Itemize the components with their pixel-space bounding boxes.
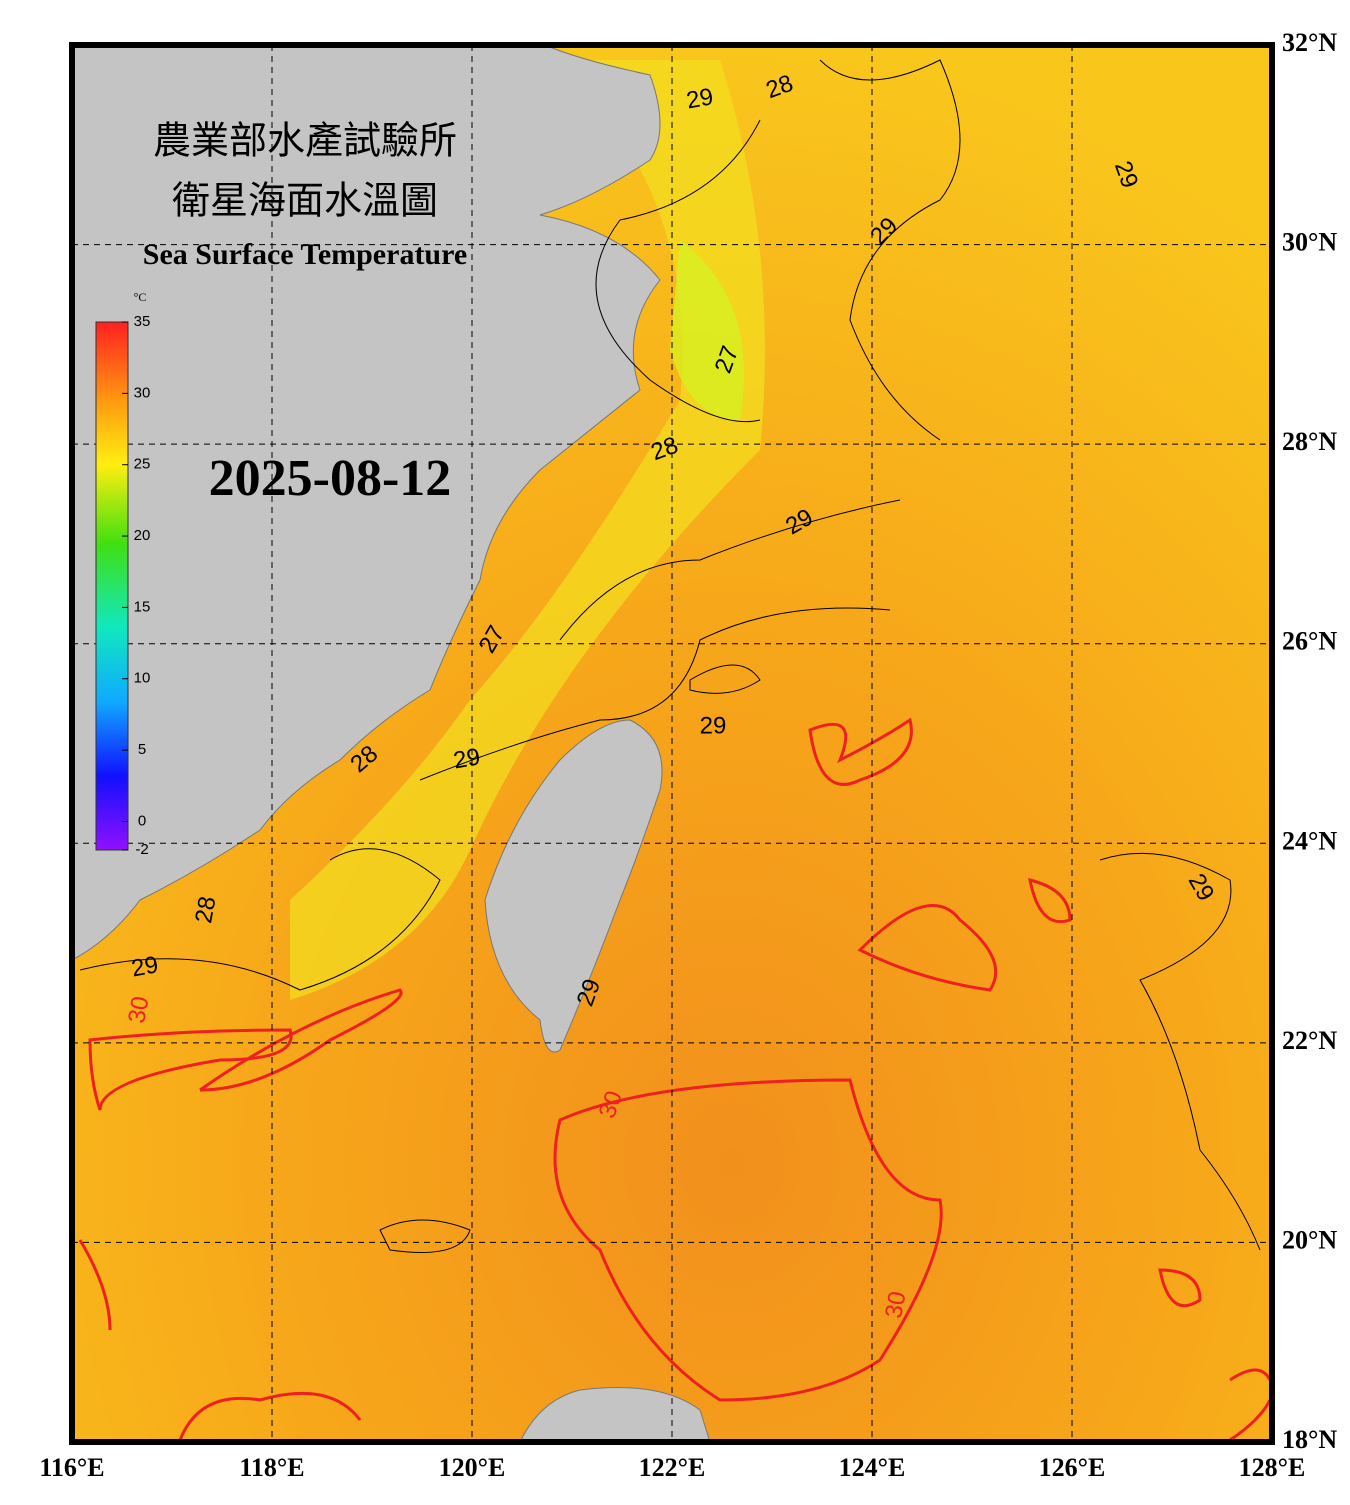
lat-label: 22°N: [1282, 1026, 1337, 1055]
lat-label: 26°N: [1282, 627, 1337, 656]
lon-label: 120°E: [439, 1453, 506, 1482]
colorbar-tick-label: 5: [138, 741, 146, 758]
lat-label: 20°N: [1282, 1225, 1337, 1254]
lon-label: 128°E: [1239, 1453, 1306, 1482]
colorbar-tick-label: 30: [134, 384, 151, 401]
contours-30: [78, 717, 1272, 1442]
colorbar-tick-label: 0: [138, 812, 146, 829]
lat-label: 30°N: [1282, 228, 1337, 257]
land-china: [71, 44, 661, 961]
colorbar-tick-label: 35: [134, 313, 151, 330]
contour-label: 29: [700, 712, 727, 739]
date: 2025-08-12: [209, 450, 452, 507]
contour-label: 29: [451, 743, 482, 774]
lon-label: 126°E: [1039, 1453, 1106, 1482]
contour-label: 29: [129, 951, 160, 982]
lat-label: 24°N: [1282, 826, 1337, 855]
title-en: Sea Surface Temperature: [143, 238, 467, 271]
colorbar-tick-label: 15: [134, 598, 151, 615]
title-zh: 衛星海面水溫圖: [172, 181, 438, 223]
colorbar: [95, 321, 129, 851]
lon-label: 124°E: [839, 1453, 906, 1482]
colorbar-ticks: 35 30 25 20 15 10 5 0 -2: [122, 313, 150, 858]
contours-black: [79, 59, 1261, 1253]
colorbar-tick-label: 10: [134, 670, 151, 687]
colorbar-tick-label: -2: [135, 841, 148, 858]
lat-label: 32°N: [1282, 28, 1337, 57]
land-luzon: [519, 1387, 711, 1443]
contour-label: 30: [123, 994, 154, 1025]
contour-label: 30: [880, 1289, 911, 1320]
contour-label: 29: [684, 83, 715, 114]
lat-label: 18°N: [1282, 1425, 1337, 1454]
lon-label: 122°E: [639, 1453, 706, 1482]
contour-label: 28: [190, 894, 221, 925]
lon-label: 118°E: [239, 1453, 304, 1482]
colorbar-unit: °C: [134, 290, 147, 304]
cool-water: [290, 60, 765, 1000]
colorbar-tick-label: 25: [134, 456, 151, 473]
map-frame: [69, 42, 1275, 1445]
cool-water: [670, 240, 744, 420]
colorbar-tick-label: 20: [134, 527, 151, 544]
lat-label: 28°N: [1282, 427, 1337, 456]
lon-label: 116°E: [39, 1453, 104, 1482]
title-zh: 農業部水產試驗所: [153, 121, 457, 163]
land-taiwan: [484, 719, 663, 1053]
